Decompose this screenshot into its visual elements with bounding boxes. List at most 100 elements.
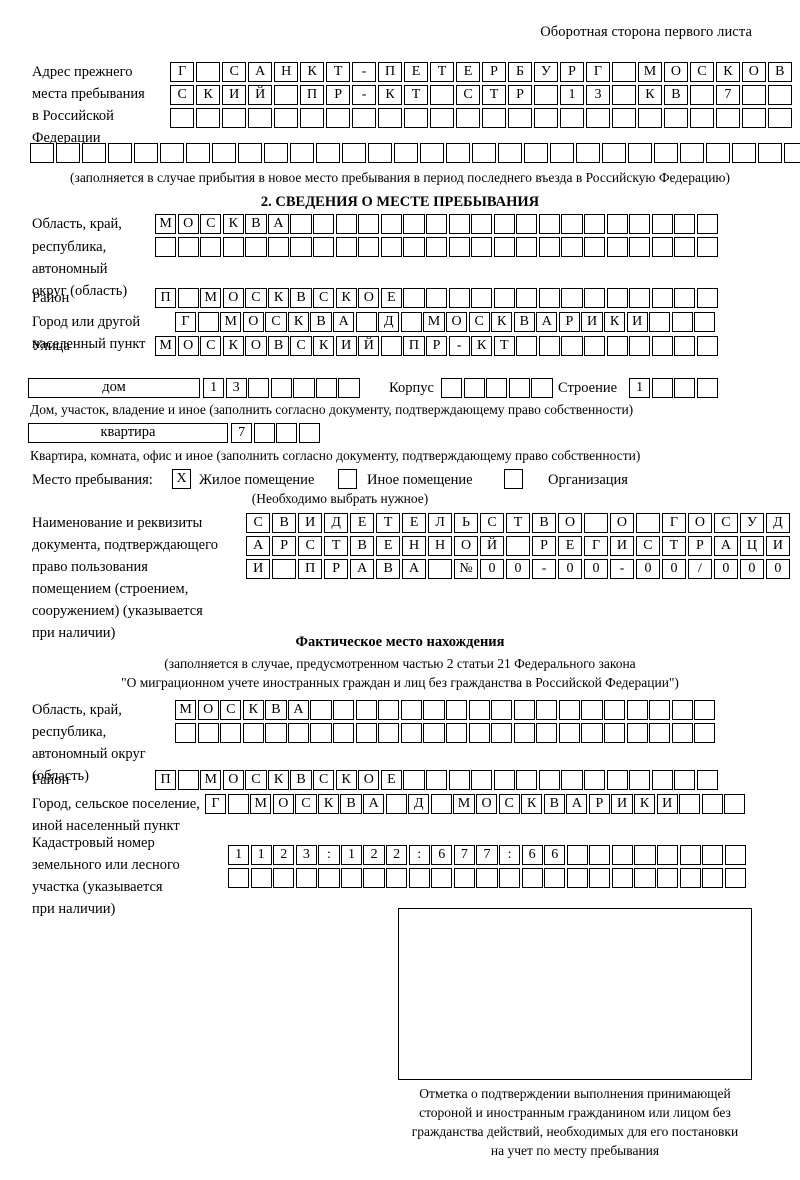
cell[interactable]	[448, 288, 470, 308]
cell[interactable]: И	[335, 336, 357, 356]
cell[interactable]	[471, 143, 497, 163]
cell[interactable]	[355, 312, 377, 332]
cell[interactable]: А	[333, 312, 355, 332]
cell[interactable]	[696, 770, 719, 790]
cell[interactable]	[651, 237, 673, 257]
cell[interactable]: Н	[401, 536, 427, 556]
cell[interactable]	[273, 868, 295, 888]
cell[interactable]: М	[155, 214, 177, 234]
cell[interactable]: А	[536, 312, 558, 332]
cell[interactable]: 1	[559, 85, 585, 105]
cell[interactable]	[400, 723, 422, 743]
cell[interactable]	[635, 513, 661, 533]
cell[interactable]	[696, 288, 719, 308]
cell[interactable]	[340, 868, 363, 888]
cell[interactable]	[583, 336, 606, 356]
cell[interactable]: Т	[505, 513, 531, 533]
cell[interactable]	[338, 378, 360, 398]
cell[interactable]: А	[363, 794, 385, 814]
cell[interactable]: -	[351, 85, 377, 105]
cell[interactable]: 7	[715, 85, 741, 105]
cell[interactable]	[558, 723, 581, 743]
cell[interactable]	[267, 237, 290, 257]
cell[interactable]	[315, 378, 338, 398]
cell[interactable]: -	[448, 336, 470, 356]
cell[interactable]: Г	[170, 62, 195, 82]
stroenie-cells[interactable]: 1	[629, 378, 719, 398]
cell[interactable]	[558, 700, 581, 720]
cell[interactable]: Д	[378, 312, 400, 332]
cell[interactable]	[549, 143, 575, 163]
cell[interactable]: Е	[375, 536, 401, 556]
cell[interactable]	[561, 288, 583, 308]
cell[interactable]	[757, 143, 782, 163]
cell[interactable]: О	[663, 62, 689, 82]
cell[interactable]: 2	[386, 845, 408, 865]
cell[interactable]: Р	[558, 312, 581, 332]
checkbox-zhiloe-pomeshchenie[interactable]: X	[172, 469, 191, 489]
cell[interactable]: В	[340, 794, 362, 814]
cell[interactable]: 0	[505, 559, 531, 579]
cell[interactable]	[403, 237, 425, 257]
cell[interactable]: П	[403, 336, 425, 356]
cell[interactable]	[299, 108, 325, 128]
cell[interactable]	[493, 288, 515, 308]
cell[interactable]	[325, 108, 351, 128]
cell[interactable]: М	[155, 336, 177, 356]
cell[interactable]	[566, 845, 588, 865]
cell[interactable]	[626, 723, 648, 743]
cell[interactable]: Р	[531, 536, 557, 556]
cell[interactable]	[335, 214, 357, 234]
cell[interactable]: М	[175, 700, 197, 720]
cell[interactable]: К	[222, 336, 244, 356]
cell[interactable]: 0	[713, 559, 739, 579]
cell[interactable]	[497, 143, 523, 163]
cell[interactable]: В	[290, 288, 312, 308]
cell[interactable]	[310, 723, 332, 743]
cell[interactable]: 7	[476, 845, 498, 865]
cell[interactable]	[538, 336, 561, 356]
cell[interactable]	[505, 536, 531, 556]
cell[interactable]: С	[245, 288, 267, 308]
cell[interactable]	[679, 143, 704, 163]
cell[interactable]	[471, 214, 493, 234]
cell[interactable]: О	[358, 288, 380, 308]
cell[interactable]	[767, 85, 793, 105]
cell[interactable]: А	[267, 214, 290, 234]
cell[interactable]: В	[271, 513, 297, 533]
cell[interactable]	[310, 700, 332, 720]
cell[interactable]	[767, 108, 793, 128]
cell[interactable]: Т	[661, 536, 687, 556]
cell[interactable]: Д	[765, 513, 791, 533]
cell[interactable]: 6	[431, 845, 453, 865]
cell[interactable]	[245, 237, 267, 257]
cell[interactable]: С	[265, 312, 287, 332]
cell[interactable]	[333, 723, 355, 743]
cell[interactable]	[629, 770, 651, 790]
cell[interactable]: О	[475, 794, 498, 814]
cell[interactable]: С	[200, 214, 222, 234]
cell[interactable]: И	[765, 536, 791, 556]
cell[interactable]	[313, 214, 335, 234]
cell[interactable]	[220, 723, 242, 743]
cell[interactable]	[516, 214, 538, 234]
cell[interactable]: К	[335, 770, 357, 790]
cell[interactable]	[431, 868, 453, 888]
cell[interactable]	[783, 143, 800, 163]
cell[interactable]: О	[272, 794, 294, 814]
cell[interactable]	[177, 770, 199, 790]
cell[interactable]	[441, 378, 463, 398]
cell[interactable]: -	[351, 62, 377, 82]
cell[interactable]: К	[267, 770, 290, 790]
cell[interactable]: Г	[175, 312, 197, 332]
cell[interactable]	[611, 108, 637, 128]
cell[interactable]: И	[609, 536, 635, 556]
cell[interactable]	[611, 85, 637, 105]
cell[interactable]	[679, 794, 701, 814]
cell[interactable]: А	[246, 536, 271, 556]
cell[interactable]	[380, 336, 402, 356]
cell[interactable]	[185, 143, 211, 163]
